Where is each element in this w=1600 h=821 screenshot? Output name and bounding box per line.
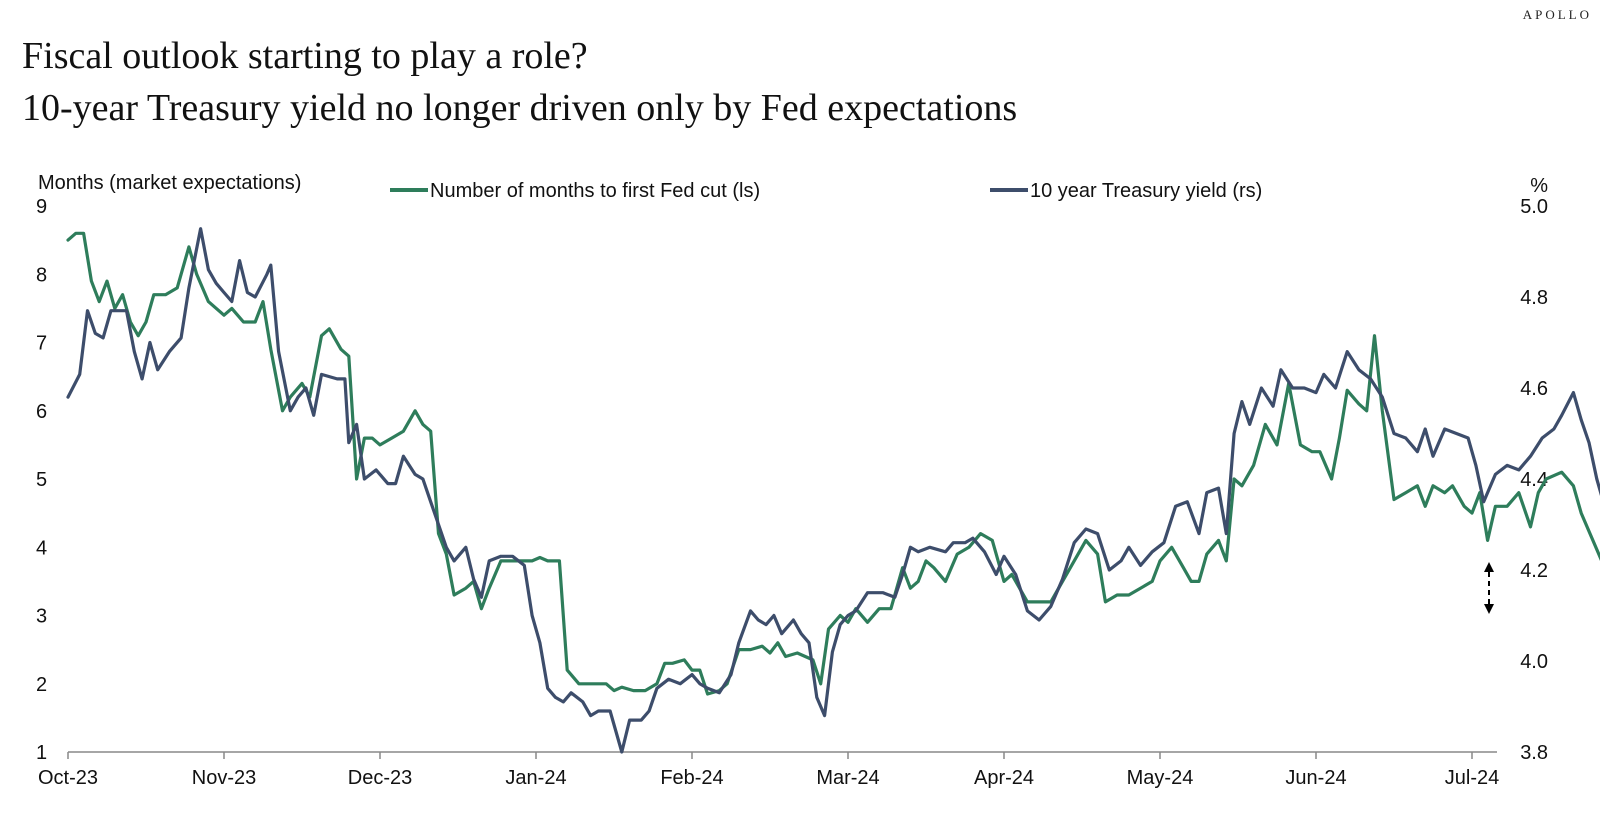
title-line-1: Fiscal outlook starting to play a role? (22, 35, 588, 77)
series-line-fed-cut (66, 231, 1600, 696)
x-tick-label: May-24 (1127, 767, 1194, 789)
right-tick-label: 4.8 (1520, 287, 1548, 309)
right-tick-label: 4.6 (1520, 378, 1548, 400)
title-line-2: 10-year Treasury yield no longer driven … (22, 87, 1018, 129)
series-line-treasury (66, 227, 1600, 754)
right-axis-title: % (1530, 175, 1548, 197)
left-tick-label: 7 (36, 333, 47, 355)
right-tick-label: 3.8 (1520, 742, 1548, 764)
right-axis-ticks: 5.04.84.64.44.24.03.8 (1520, 196, 1548, 764)
left-axis-ticks: 9 8 7 6 5 4 3 2 1 (36, 196, 47, 764)
left-tick-label: 6 (36, 401, 47, 423)
legend-label-treasury: 10 year Treasury yield (rs) (1030, 180, 1262, 202)
left-tick-label: 5 (36, 469, 47, 491)
left-tick-label: 3 (36, 606, 47, 628)
x-tick-label: Mar-24 (816, 767, 879, 789)
x-tick-label: Nov-23 (192, 767, 256, 789)
gap-arrow-head-down (1484, 604, 1494, 614)
gap-arrow-head-up (1484, 562, 1494, 572)
left-tick-label: 4 (36, 537, 47, 559)
x-tick-label: Jun-24 (1285, 767, 1346, 789)
right-tick-label: 4.0 (1520, 651, 1548, 673)
left-axis-title: Months (market expectations) (38, 172, 301, 194)
gap-annotation (1484, 562, 1494, 614)
x-tick-label: Feb-24 (660, 767, 723, 789)
brand-logo: APOLLO (1522, 7, 1592, 22)
x-axis: Oct-23 Nov-23 Dec-23 Jan-24 Feb-24 Mar-24 Apr-… (38, 751, 1499, 789)
legend-label-fed-cut: Number of months to first Fed cut (ls) (430, 180, 760, 202)
x-tick-label: Jan-24 (505, 767, 566, 789)
left-tick-label: 9 (36, 196, 47, 218)
plot-area (66, 227, 1600, 754)
chart-title: Fiscal outlook starting to play a role? … (22, 30, 1017, 134)
legend: Number of months to first Fed cut (ls) 10… (390, 180, 1262, 202)
x-tick-label: Dec-23 (348, 767, 412, 789)
left-tick-label: 1 (36, 742, 47, 764)
right-tick-label: 4.2 (1520, 560, 1548, 582)
x-tick-label: Jul-24 (1445, 767, 1499, 789)
left-tick-label: 2 (36, 674, 47, 696)
left-tick-label: 8 (36, 264, 47, 286)
right-tick-label: 5.0 (1520, 196, 1548, 218)
x-tick-label: Oct-23 (38, 767, 98, 789)
x-tick-label: Apr-24 (974, 767, 1034, 789)
